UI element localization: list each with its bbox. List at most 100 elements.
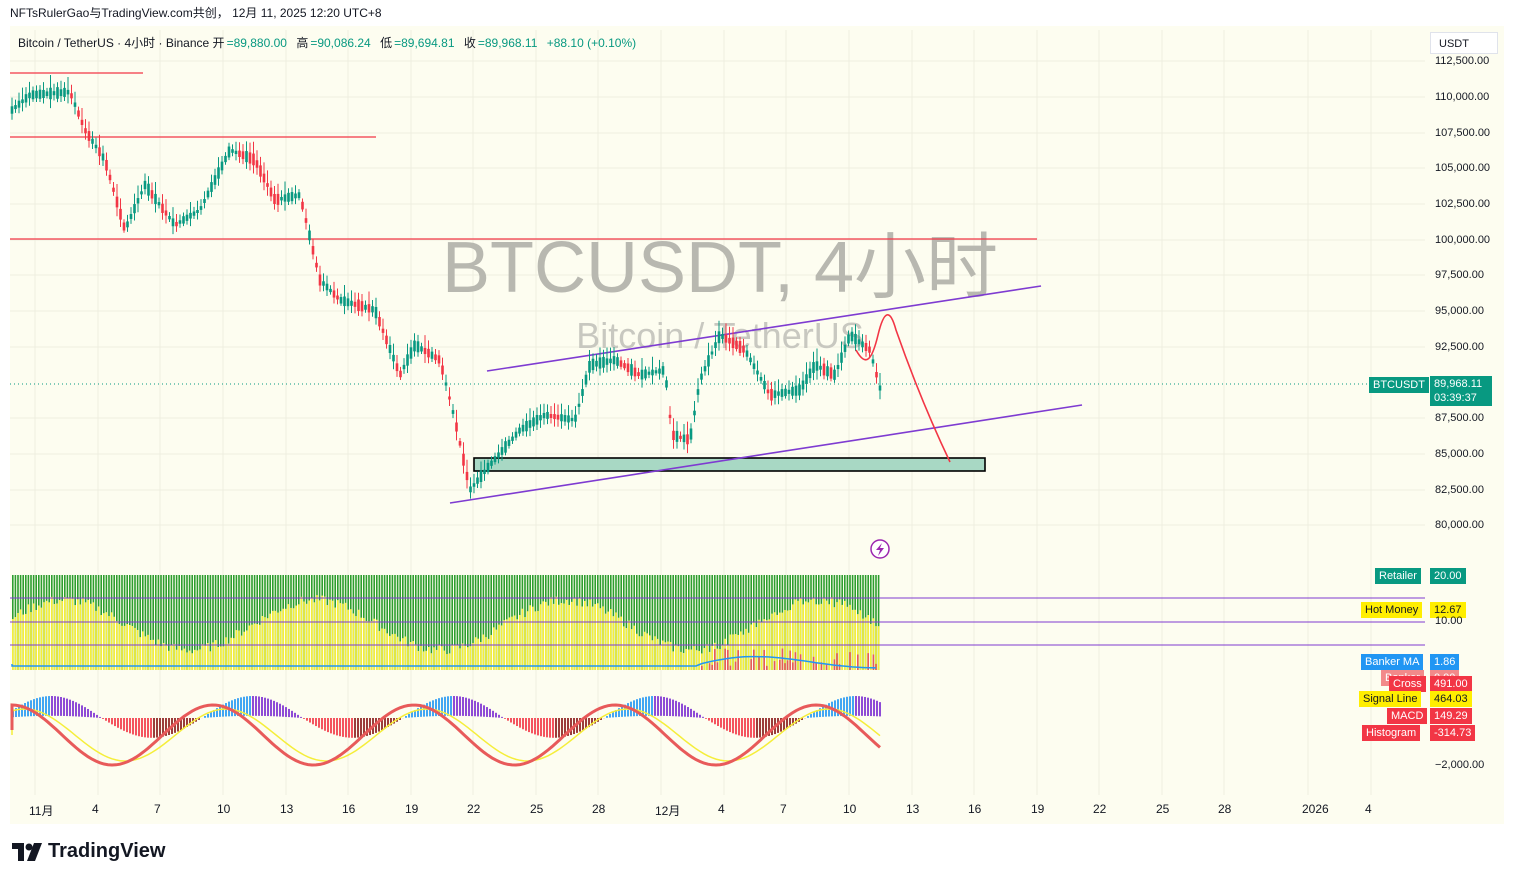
candle — [423, 347, 427, 355]
tradingview-logo[interactable]: TradingView — [12, 840, 165, 863]
histogram-bar — [165, 718, 167, 736]
histogram-bar — [825, 704, 827, 717]
hot-money-bar — [188, 650, 191, 670]
hot-money-bar — [659, 644, 661, 670]
hot-money-bar — [654, 636, 656, 670]
banker-bar — [784, 663, 786, 670]
hot-money-bar — [79, 604, 82, 670]
candle — [350, 300, 353, 306]
histogram-bar — [30, 700, 32, 717]
hot-money-bar — [703, 647, 706, 670]
hot-money-bar — [464, 645, 466, 670]
histogram-bar — [789, 718, 791, 728]
hot-money-bar — [604, 613, 607, 670]
time-tick: 7 — [780, 802, 787, 816]
price-tick: 107,500.00 — [1435, 127, 1491, 139]
hot-money-bar — [792, 604, 794, 670]
candle — [588, 360, 591, 373]
hot-money-bar — [105, 612, 108, 670]
histogram-bar — [471, 699, 473, 717]
candle — [171, 218, 175, 227]
candle — [196, 209, 199, 214]
hot-money-bar — [875, 626, 877, 670]
candle — [199, 206, 203, 210]
chart-area[interactable] — [10, 26, 1504, 824]
histogram-bar — [510, 718, 512, 723]
hot-money-bar — [259, 624, 261, 670]
hot-money-bar — [745, 628, 747, 670]
hot-money-bar — [472, 642, 474, 670]
hot-money-bar — [194, 649, 196, 670]
histogram-bar — [675, 700, 677, 717]
histogram-bar — [819, 708, 821, 718]
candle — [511, 436, 514, 441]
banker-bar — [825, 663, 828, 670]
hot-money-bar — [617, 617, 620, 670]
candle — [346, 298, 350, 307]
hot-money-bar — [682, 652, 685, 670]
hot-money-bar — [729, 634, 732, 670]
candle — [80, 119, 84, 125]
histogram-bar — [135, 718, 137, 736]
histogram-bar — [723, 718, 725, 730]
hot-money-bar — [565, 599, 568, 670]
candle — [609, 358, 612, 364]
candle — [819, 365, 822, 370]
candle — [378, 317, 381, 327]
cross-label: Cross — [1389, 676, 1426, 692]
candle — [595, 360, 598, 367]
candle — [52, 91, 56, 96]
hot-money-bar — [321, 595, 323, 670]
price-change: +88.10 (+0.10%) — [546, 36, 637, 50]
hot-money-bar — [576, 605, 578, 670]
candle — [630, 364, 633, 376]
hot-money-bar — [430, 653, 433, 670]
hot-money-bar — [690, 649, 693, 670]
histogram-bar — [810, 714, 812, 718]
candle — [115, 196, 119, 208]
candle — [843, 344, 847, 352]
histogram-bar — [252, 696, 254, 716]
candle — [542, 412, 546, 419]
histogram-bar — [666, 697, 668, 716]
histogram-bar — [183, 718, 185, 729]
candle — [178, 220, 182, 224]
candle — [605, 358, 609, 365]
candle — [360, 301, 364, 312]
banker-bar — [734, 661, 737, 670]
hot-money-bar — [693, 646, 695, 670]
histogram-bar — [747, 718, 749, 738]
price-tick: 92,500.00 — [1435, 341, 1484, 353]
hot-money-bar — [74, 605, 76, 670]
candle — [420, 346, 423, 352]
histogram-bar — [720, 718, 722, 728]
histogram-bar — [669, 698, 671, 717]
price-tick: 80,000.00 — [1435, 519, 1484, 531]
banker-ma-line — [11, 655, 877, 669]
hot-money-bar — [298, 604, 300, 670]
histogram-bar — [783, 718, 785, 731]
currency-button[interactable]: USDT — [1430, 32, 1498, 54]
histogram-bar — [732, 718, 734, 734]
histogram-bar — [834, 700, 836, 717]
alert-flash-icon[interactable] — [870, 539, 890, 559]
candle — [658, 368, 661, 374]
histogram-bar — [93, 712, 95, 718]
hot-money-bar — [443, 650, 446, 670]
time-tick: 25 — [1156, 802, 1170, 816]
time-tick: 22 — [467, 802, 481, 816]
histogram-bar — [414, 710, 416, 718]
histogram-bar — [450, 696, 452, 716]
hot-money-bar — [851, 609, 854, 670]
candle — [129, 214, 133, 219]
hot-money-bar — [19, 609, 22, 670]
candle — [140, 191, 143, 195]
histogram-bar — [624, 704, 626, 717]
histogram-bar — [45, 696, 47, 716]
candle — [458, 441, 462, 446]
macd-label: MACD — [1387, 708, 1428, 724]
histogram-bar — [561, 718, 563, 738]
brand-name: TradingView — [48, 840, 166, 862]
histogram-bar — [612, 712, 614, 718]
